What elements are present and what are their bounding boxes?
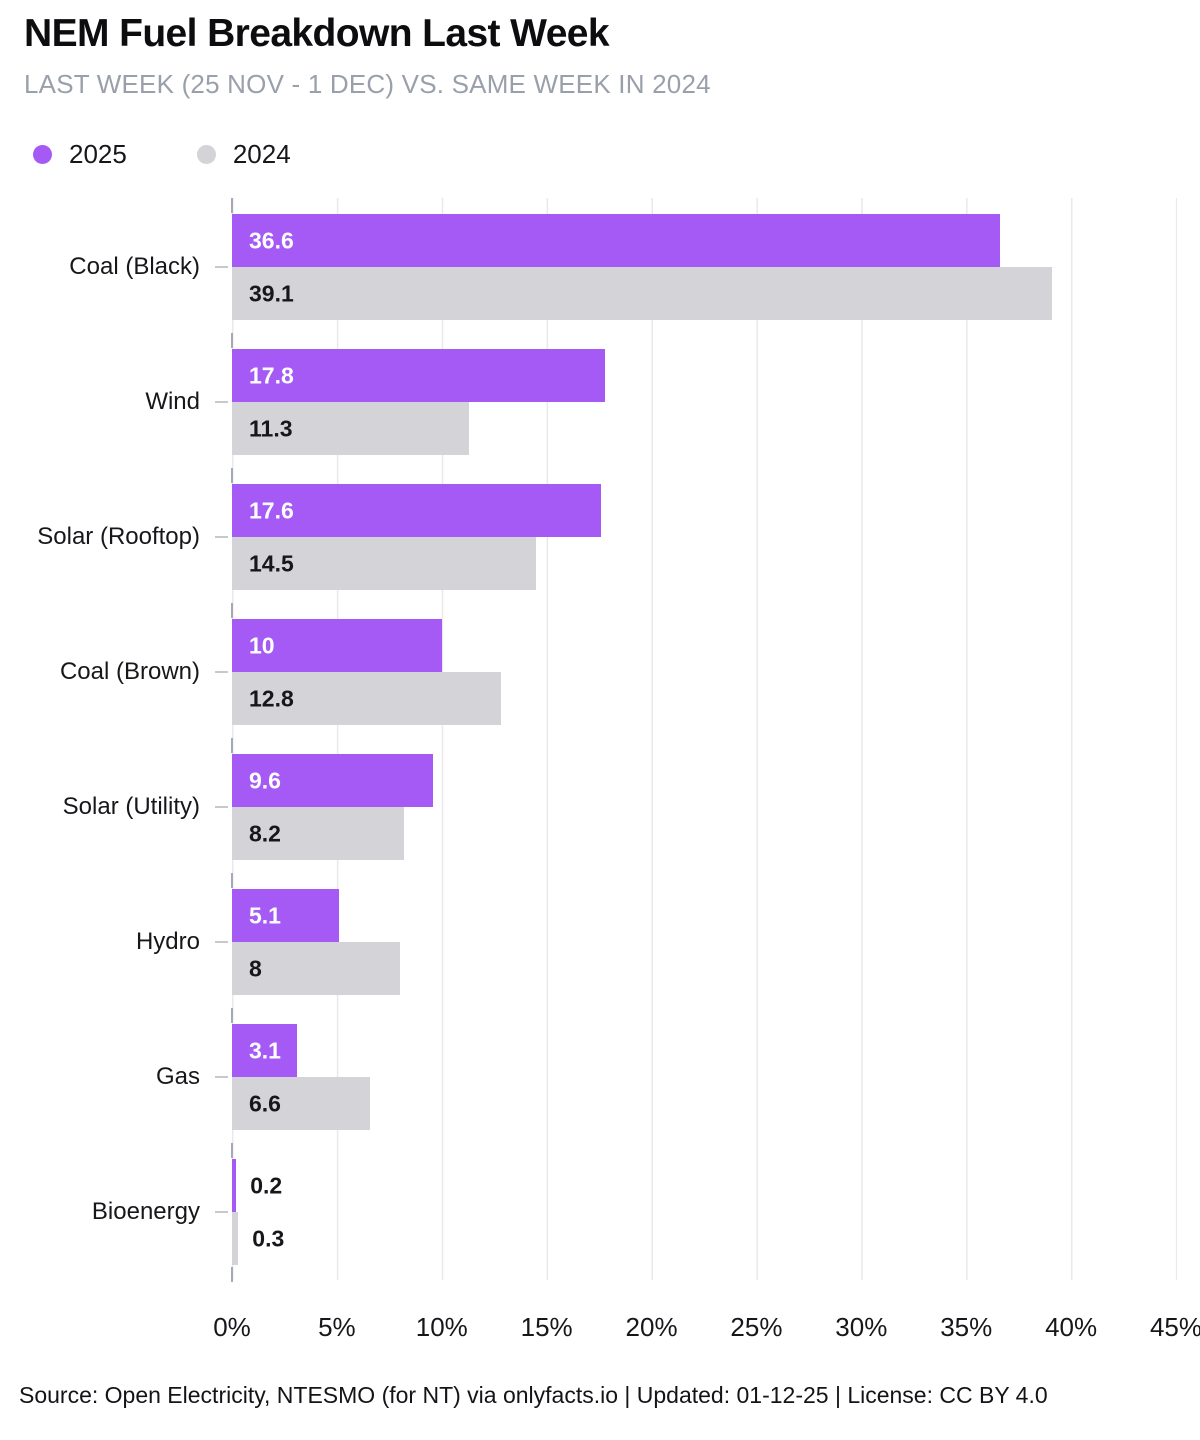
category-tick-dash <box>215 806 228 808</box>
bar-value-label: 12.8 <box>249 685 294 711</box>
bar-2024: 11.3 <box>232 402 470 455</box>
bar-value-label: 0.3 <box>252 1225 285 1251</box>
x-tick-label: 0% <box>213 1312 251 1342</box>
bar-value-label: 17.8 <box>249 362 294 388</box>
category-row-hydro: Hydro 5.1 8 <box>136 889 1176 995</box>
category-tick-dash <box>215 536 228 538</box>
x-tick-label: 30% <box>835 1312 888 1342</box>
y-axis-tick <box>231 198 233 213</box>
y-axis-tick <box>231 1008 233 1023</box>
legend-item-2024: 2024 <box>196 139 291 170</box>
category-row-wind: Wind 17.8 11.3 <box>145 349 1176 455</box>
bar-2025: 5.1 <box>232 889 339 942</box>
bar-2025: 9.6 <box>232 754 434 807</box>
category-tick-dash <box>215 1076 228 1078</box>
category-row-bioenergy: Bioenergy 0.2 0.3 <box>92 1159 1176 1265</box>
x-tick-label: 5% <box>318 1312 356 1342</box>
bar-2024: 6.6 <box>232 1077 371 1130</box>
bar-value-label: 5.1 <box>249 902 281 928</box>
category-row-gas: Gas 3.1 6.6 <box>156 1024 1176 1130</box>
category-row-coal-brown: Coal (Brown) 10 12.8 <box>60 619 1176 725</box>
x-tick-label: 15% <box>520 1312 573 1342</box>
category-row-solar-rooftop: Solar (Rooftop) 17.6 14.5 <box>37 484 1176 590</box>
bar-value-label: 14.5 <box>249 550 294 576</box>
y-axis-tick <box>231 603 233 618</box>
bar-2025: 0.2 <box>232 1159 282 1212</box>
x-tick-label: 35% <box>940 1312 993 1342</box>
x-tick-label: 25% <box>730 1312 783 1342</box>
legend: 2025 2024 <box>33 139 291 170</box>
legend-label-2025: 2025 <box>69 139 127 169</box>
category-row-solar-utility: Solar (Utility) 9.6 8.2 <box>63 754 1176 860</box>
x-tick-label: 40% <box>1045 1312 1098 1342</box>
category-label: Coal (Black) <box>69 253 200 280</box>
x-tick-label: 10% <box>415 1312 468 1342</box>
y-axis-tick <box>231 333 233 348</box>
category-label: Solar (Rooftop) <box>37 523 200 550</box>
bar-2024: 0.3 <box>232 1212 284 1265</box>
bar-value-label: 36.6 <box>249 227 294 253</box>
bar-value-label: 8.2 <box>249 820 281 846</box>
source-footer: Source: Open Electricity, NTESMO (for NT… <box>19 1382 1048 1408</box>
x-axis: 0% 5% 10% 15% 20% 25% 30% 35% 40% 45% <box>213 1312 1200 1348</box>
bar-2025: 10 <box>232 619 442 672</box>
bar-2025: 36.6 <box>232 214 1000 267</box>
bar-value-label: 3.1 <box>249 1037 281 1063</box>
category-row-coal-black: Coal (Black) 36.6 39.1 <box>69 214 1176 320</box>
legend-dot-2024-icon <box>196 145 216 164</box>
bar-value-label: 9.6 <box>249 767 281 793</box>
y-axis-tick <box>231 468 233 483</box>
bar-value-label: 8 <box>249 955 262 981</box>
bar-value-label: 39.1 <box>249 280 294 306</box>
category-label: Coal (Brown) <box>59 658 200 685</box>
bar-2025: 17.8 <box>232 349 606 402</box>
bar-value-label: 17.6 <box>249 497 294 523</box>
bar-2025: 3.1 <box>232 1024 298 1077</box>
bar-2024: 39.1 <box>232 267 1053 320</box>
bar-value-label: 6.6 <box>249 1090 281 1116</box>
category-tick-dash <box>215 1211 228 1213</box>
bar-2024: 8.2 <box>232 807 405 860</box>
plot-area: Coal (Black) 36.6 39.1 Wind 17.8 11.3 Solar (R… <box>37 198 1177 1282</box>
category-tick-dash <box>215 941 228 943</box>
bar-2024: 8 <box>232 942 400 995</box>
bar-2024: 12.8 <box>232 672 501 725</box>
y-axis-tick <box>231 1267 233 1282</box>
y-axis-tick <box>231 738 233 753</box>
category-label: Hydro <box>135 928 200 955</box>
legend-label-2024: 2024 <box>232 139 291 169</box>
bar-value-label: 0.2 <box>250 1172 283 1198</box>
bar-2024: 14.5 <box>232 537 537 590</box>
x-tick-label: 20% <box>625 1312 678 1342</box>
category-label: Solar (Utility) <box>62 793 200 820</box>
page-subtitle: LAST WEEK (25 NOV - 1 DEC) VS. SAME WEEK… <box>24 69 711 99</box>
page-title: NEM Fuel Breakdown Last Week <box>24 12 610 55</box>
legend-item-2025: 2025 <box>33 139 127 170</box>
bar-2025: 17.6 <box>232 484 602 537</box>
category-label: Gas <box>155 1063 200 1090</box>
x-tick-label: 45% <box>1149 1312 1200 1342</box>
category-tick-dash <box>215 266 228 268</box>
category-tick-dash <box>215 401 228 403</box>
bar-value-label: 11.3 <box>249 415 293 441</box>
legend-dot-2025-icon <box>33 145 52 164</box>
category-label: Wind <box>145 388 200 415</box>
category-tick-dash <box>215 671 228 673</box>
bar-value-label: 10 <box>249 632 275 658</box>
y-axis-tick <box>231 1143 233 1158</box>
category-label: Bioenergy <box>91 1198 200 1225</box>
y-axis-tick <box>231 873 233 888</box>
